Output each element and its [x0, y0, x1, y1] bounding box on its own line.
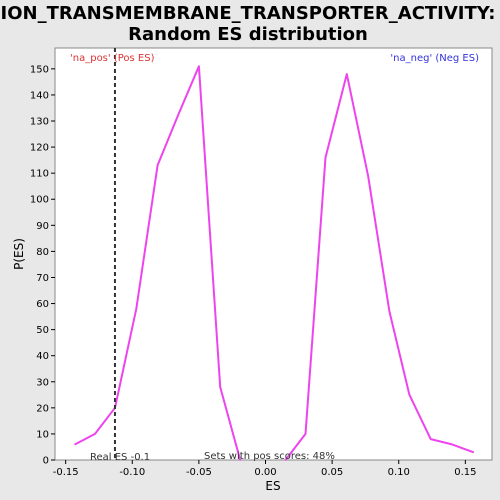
y-axis-label: P(ES)	[12, 238, 26, 270]
y-tick-label: 140	[30, 90, 49, 101]
real-es-label: Real ES -0.1	[90, 452, 150, 463]
y-tick-label: 30	[36, 377, 49, 388]
y-tick-label: 150	[30, 64, 49, 75]
x-tick-label: 0.15	[454, 467, 476, 478]
y-tick-label: 50	[36, 325, 49, 336]
x-tick-label: 0.00	[254, 467, 276, 478]
y-tick-label: 80	[36, 247, 49, 258]
y-tick-label: 40	[36, 351, 49, 362]
data-point	[451, 443, 453, 446]
data-point	[408, 394, 411, 396]
y-tick-label: 100	[30, 195, 49, 206]
data-point	[198, 65, 200, 68]
series-line	[284, 73, 474, 461]
chart-title-line2: Random ES distribution	[128, 24, 368, 45]
y-tick-label: 60	[36, 299, 49, 310]
data-point	[304, 433, 307, 435]
data-point	[324, 156, 327, 159]
sets-pos-scores-label: Sets with pos scores: 48%	[204, 451, 335, 462]
pos-es-label: 'na_pos' (Pos ES)	[70, 53, 155, 64]
y-tick-label: 0	[43, 456, 49, 467]
data-point	[388, 310, 391, 313]
data-point	[239, 459, 241, 461]
y-axis-ticks: 0 10 20 30 40 50 60 70 80 90 100 110 120 130 140 150	[30, 64, 55, 467]
data-point	[178, 112, 180, 114]
y-tick-label: 130	[30, 117, 49, 128]
x-tick-label: -0.10	[119, 467, 145, 478]
series-group	[74, 65, 475, 461]
x-axis-label: ES	[265, 479, 280, 493]
x-tick-label: 0.10	[388, 467, 410, 478]
y-tick-label: 20	[36, 403, 49, 414]
plot-area	[54, 47, 493, 461]
data-point	[156, 164, 159, 167]
data-point	[367, 175, 369, 177]
x-tick-label: 0.05	[321, 467, 343, 478]
data-point	[346, 73, 348, 75]
data-point	[284, 459, 287, 461]
neg-es-label: 'na_neg' (Neg ES)	[390, 53, 479, 64]
y-tick-label: 90	[36, 221, 49, 232]
y-tick-label: 120	[30, 143, 49, 154]
y-tick-label: 110	[30, 169, 49, 180]
data-point	[219, 386, 221, 388]
y-tick-label: 70	[36, 273, 49, 284]
x-axis-ticks: -0.15 -0.10 -0.05 0.00 0.05 0.10 0.15	[53, 460, 476, 478]
data-point	[94, 433, 96, 435]
chart-title-line1: ION_TRANSMEMBRANE_TRANSPORTER_ACTIVITY:	[1, 3, 496, 24]
x-tick-label: -0.05	[186, 467, 212, 478]
data-point	[135, 308, 138, 310]
x-tick-label: -0.15	[53, 467, 79, 478]
data-point	[429, 438, 432, 440]
data-point	[74, 443, 76, 446]
data-point	[472, 451, 475, 454]
y-tick-label: 10	[36, 429, 49, 440]
